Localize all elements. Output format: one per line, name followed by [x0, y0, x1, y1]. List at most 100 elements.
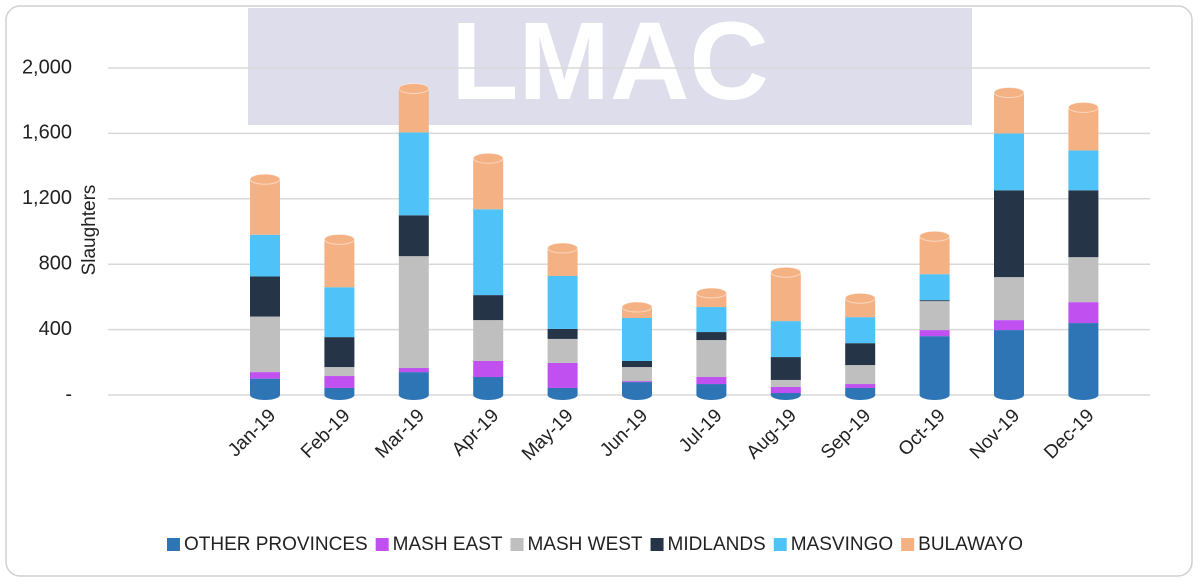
bar-segment — [696, 332, 726, 340]
bar-segment — [920, 274, 950, 300]
bar-segment — [771, 272, 801, 321]
bar-segment — [473, 209, 503, 295]
bar-segment — [324, 376, 354, 388]
bar-segment — [473, 361, 503, 377]
bar-segment — [1068, 302, 1098, 323]
bar-segment — [250, 235, 280, 277]
y-tick-label: 400 — [39, 318, 72, 340]
bar-segment — [845, 343, 875, 365]
bar-segment — [845, 317, 875, 343]
bar-segment — [250, 276, 280, 316]
bar-segment — [622, 381, 652, 382]
bar-segment — [250, 179, 280, 235]
bar-segment — [324, 367, 354, 376]
bar-segment — [696, 384, 726, 395]
bar-cap — [696, 288, 726, 298]
bar-segment — [1068, 323, 1098, 395]
y-axis-label: Slaughters — [79, 185, 100, 276]
legend-swatch — [376, 538, 389, 551]
bar-segment — [250, 379, 280, 395]
bar-segment — [622, 367, 652, 381]
bar-segment — [250, 372, 280, 379]
bar-segment — [994, 277, 1024, 320]
bar-segment — [548, 329, 578, 339]
bar-segment — [994, 190, 1024, 277]
bar-segment — [920, 301, 950, 330]
bar-segment — [920, 300, 950, 301]
bar-segment — [548, 363, 578, 388]
bar-segment — [771, 357, 801, 380]
bar-segment — [548, 388, 578, 395]
bar-cap — [845, 293, 875, 303]
bar-segment — [399, 256, 429, 368]
y-tick-label: 1,200 — [22, 187, 72, 209]
bar-segment — [771, 387, 801, 393]
legend-swatch — [901, 538, 914, 551]
bar-segment — [845, 384, 875, 388]
bar-segment — [473, 377, 503, 395]
bar-segment — [696, 377, 726, 384]
bar-segment — [324, 239, 354, 287]
bar-segment — [324, 337, 354, 367]
bar-segment — [473, 320, 503, 361]
bar-cap — [399, 83, 429, 93]
legend-swatch — [651, 538, 664, 551]
bar-segment — [399, 132, 429, 215]
bar-cap — [622, 302, 652, 312]
bar-segment — [548, 339, 578, 363]
legend-label: MIDLANDS — [668, 534, 766, 555]
legend-label: MASH WEST — [527, 534, 642, 555]
bar-cap — [994, 88, 1024, 98]
bar-cap — [250, 174, 280, 184]
legend-swatch — [510, 538, 523, 551]
legend-label: MASVINGO — [791, 534, 893, 555]
bar-segment — [622, 361, 652, 367]
y-tick-label: 2,000 — [22, 56, 72, 78]
bar-segment — [696, 307, 726, 332]
bar-cap — [324, 234, 354, 244]
bar-cap — [1068, 102, 1098, 112]
bar-cap — [920, 231, 950, 241]
bar-segment — [324, 287, 354, 337]
legend-label: OTHER PROVINCES — [184, 534, 368, 555]
bar-segment — [622, 382, 652, 395]
bar-cap — [548, 243, 578, 253]
bar-segment — [771, 393, 801, 395]
y-tick-label: 1,600 — [22, 122, 72, 144]
bar-segment — [548, 276, 578, 329]
legend-label: BULAWAYO — [918, 534, 1023, 555]
bar-segment — [324, 388, 354, 395]
bar-segment — [399, 88, 429, 132]
bar-cap — [473, 153, 503, 163]
bar-segment — [1068, 107, 1098, 150]
bar-cap — [771, 267, 801, 277]
y-tick-label: 800 — [39, 252, 72, 274]
bar-segment — [994, 320, 1024, 330]
bar-segment — [1068, 150, 1098, 190]
bar-segment — [473, 295, 503, 320]
bar-segment — [473, 158, 503, 209]
bar-segment — [994, 133, 1024, 190]
bar-segment — [994, 93, 1024, 134]
bar-segment — [622, 318, 652, 361]
legend-swatch — [167, 538, 180, 551]
bar-segment — [1068, 190, 1098, 257]
bar-segment — [399, 215, 429, 256]
legend-label: MASH EAST — [393, 534, 503, 555]
bar-segment — [399, 368, 429, 372]
bar-segment — [845, 388, 875, 395]
bar-segment — [696, 340, 726, 377]
bar-segment — [771, 321, 801, 357]
bar-segment — [920, 236, 950, 274]
watermark: LMAC — [451, 0, 769, 123]
chart: LMAC Slaughters -4008001,2001,6002,000Ja… — [0, 0, 1199, 582]
bar-segment — [920, 330, 950, 336]
bar-segment — [1068, 257, 1098, 302]
y-tick-label: - — [65, 383, 72, 405]
bar-segment — [399, 372, 429, 395]
bar-segment — [771, 380, 801, 387]
legend-swatch — [774, 538, 787, 551]
bar-segment — [845, 365, 875, 384]
bar-segment — [920, 336, 950, 395]
bar-segment — [994, 330, 1024, 395]
